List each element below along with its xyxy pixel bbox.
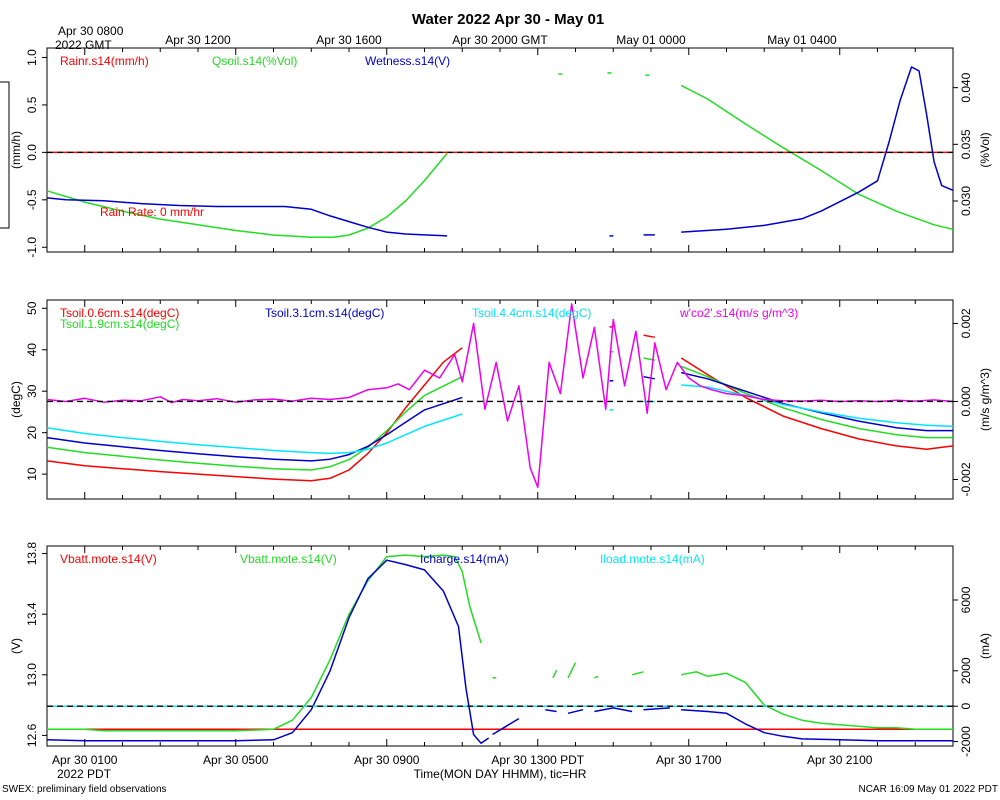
panel-soil-temperature: 10 20 30 40 50 -0.002 0.000 0.002 (degC) (m/s g/m… bbox=[9, 299, 992, 500]
left-y-tick-label: -0.5 bbox=[25, 189, 39, 210]
series-line bbox=[492, 717, 520, 736]
left-y-axis-label: (V) bbox=[9, 638, 23, 654]
series-line bbox=[680, 84, 954, 231]
top-axis-start-label: Apr 30 0800 bbox=[58, 24, 124, 38]
left-y-tick-label: 1.0 bbox=[25, 49, 39, 66]
bottom-axis-start-year: 2022 PDT bbox=[57, 767, 112, 781]
footer-left: SWEX: preliminary field observations bbox=[2, 784, 167, 795]
series-line bbox=[681, 384, 954, 428]
bottom-tick-label: Apr 30 1700 bbox=[656, 753, 722, 767]
right-y-tick-label: 0.035 bbox=[959, 129, 973, 159]
left-y-tick-label: 12.6 bbox=[25, 723, 39, 747]
right-y-tick-label: 6000 bbox=[959, 586, 973, 613]
series-line bbox=[681, 671, 953, 731]
panel-frame bbox=[46, 545, 954, 747]
bottom-tick-label: Apr 30 0100 bbox=[52, 753, 118, 767]
legend-label: Wetness.s14(V) bbox=[365, 54, 450, 68]
right-y-tick-label: 0.000 bbox=[959, 386, 973, 416]
series-line bbox=[46, 197, 448, 237]
series-line bbox=[567, 662, 577, 679]
clipped-legend-box bbox=[0, 81, 10, 229]
legend-label: Icharge.s14(mA) bbox=[420, 552, 509, 566]
left-y-axis-label: (mm/h) bbox=[9, 131, 23, 169]
top-tick-label: May 01 0000 bbox=[616, 33, 686, 47]
series-line bbox=[46, 413, 463, 455]
chart-title: Water 2022 Apr 30 - May 01 bbox=[412, 11, 604, 28]
right-y-tick-label: 0.030 bbox=[959, 186, 973, 216]
bottom-time-axis: Apr 30 0100 Apr 30 0500 Apr 30 0900 Apr 30 … bbox=[52, 753, 873, 767]
legend-label: Vbatt.mote.s14(V) bbox=[240, 552, 337, 566]
series-line bbox=[46, 347, 463, 482]
top-tick-label: Apr 30 2000 GMT bbox=[452, 33, 548, 47]
top-tick-label: Apr 30 1600 bbox=[316, 33, 382, 47]
left-y-axis-label: (degC) bbox=[9, 381, 23, 418]
footer-right: NCAR 16:09 May 01 2022 PDT bbox=[858, 784, 998, 795]
series-line bbox=[552, 669, 558, 679]
left-y-tick-label: 30 bbox=[25, 384, 39, 398]
right-y-tick-label: 0.002 bbox=[959, 308, 973, 338]
series-line bbox=[643, 334, 655, 339]
left-y-tick-label: 20 bbox=[25, 426, 39, 440]
series-line bbox=[545, 708, 557, 713]
series-line bbox=[681, 371, 953, 432]
legend-label: w'co2'.s14(m/s g/m^3) bbox=[679, 306, 798, 320]
top-tick-label: Apr 30 1200 bbox=[165, 33, 231, 47]
left-y-tick-label: 0.5 bbox=[25, 96, 39, 113]
bottom-tick-label: Apr 30 0900 bbox=[354, 753, 420, 767]
bottom-tick-label: Apr 30 2100 bbox=[807, 753, 873, 767]
series-line bbox=[46, 376, 463, 471]
left-y-tick-label: 50 bbox=[25, 301, 39, 315]
right-y-tick-label: 0 bbox=[959, 703, 973, 710]
legend-label: Tsoil.3.1cm.s14(degC) bbox=[265, 306, 384, 320]
legend-label: Qsoil.s14(%Vol) bbox=[212, 54, 297, 68]
legend-label: Vbatt.mote.s14(V) bbox=[60, 552, 157, 566]
right-y-axis-label: (m/s g/m^3) bbox=[978, 368, 992, 431]
left-y-tick-label: 10 bbox=[25, 467, 39, 481]
left-y-tick-label: 13.4 bbox=[25, 602, 39, 626]
left-y-tick-label: 40 bbox=[25, 343, 39, 357]
series-line bbox=[567, 708, 584, 715]
left-y-tick-label: 0.0 bbox=[25, 144, 39, 161]
right-y-tick-label: 0.040 bbox=[959, 72, 973, 102]
legend-label: Tsoil.4.4cm.s14(degC) bbox=[472, 306, 591, 320]
series-line bbox=[46, 396, 463, 462]
left-y-tick-label: -1.0 bbox=[25, 237, 39, 258]
legend-label: Rainr.s14(mm/h) bbox=[60, 54, 149, 68]
series-line bbox=[46, 152, 448, 239]
bottom-tick-label: Apr 30 0500 bbox=[203, 753, 269, 767]
rain-rate-annotation: Rain Rate: 0 mm/hr bbox=[100, 205, 204, 219]
legend-label: Tsoil.0.6cm.s14(degC) bbox=[60, 306, 179, 320]
series-line bbox=[46, 303, 954, 489]
legend-label: Iload.mote.s14(mA) bbox=[600, 552, 705, 566]
top-time-axis: Apr 30 1200 Apr 30 1600 Apr 30 2000 GMT May… bbox=[165, 33, 837, 47]
series-line bbox=[643, 375, 655, 380]
bottom-tick-label: Apr 30 1300 PDT bbox=[491, 753, 584, 767]
top-axis-start-year: 2022 GMT bbox=[55, 38, 112, 52]
right-y-tick-label: -2000 bbox=[959, 726, 973, 757]
series-line bbox=[681, 708, 953, 742]
panel-frame bbox=[46, 47, 954, 253]
right-y-axis-label: (%Vol) bbox=[978, 132, 992, 167]
right-y-axis-label: (mA) bbox=[978, 633, 992, 659]
series-line bbox=[681, 66, 954, 233]
right-y-tick-label: -0.002 bbox=[959, 462, 973, 496]
top-tick-label: May 01 0400 bbox=[767, 33, 837, 47]
left-y-tick-label: 13.0 bbox=[25, 663, 39, 687]
x-axis-label: Time(MON DAY HHMM), tic=HR bbox=[414, 767, 587, 781]
series-line bbox=[47, 554, 482, 732]
left-y-tick-label: 13.8 bbox=[25, 542, 39, 566]
series-line bbox=[46, 559, 490, 745]
series-line bbox=[594, 675, 599, 679]
series-line bbox=[631, 671, 644, 676]
panel-rain-moisture: -1.0 -0.5 0.0 0.5 1.0 0.030 0.035 0.040 (mm/h) (%… bbox=[9, 47, 992, 258]
series-line bbox=[643, 707, 670, 711]
series-line bbox=[594, 707, 633, 713]
legend-label: Tsoil.1.9cm.s14(degC) bbox=[60, 317, 179, 331]
panel-battery: 12.6 13.0 13.4 13.8 -2000 0 2000 6000 (V) (mA) Vba… bbox=[9, 542, 992, 757]
right-y-tick-label: 2000 bbox=[959, 657, 973, 684]
